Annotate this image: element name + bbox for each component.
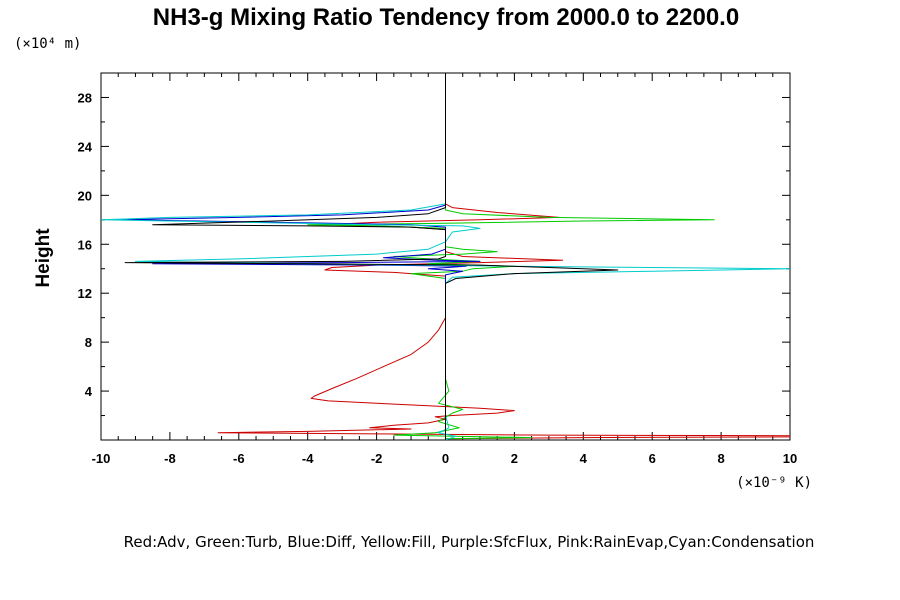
legend-caption: Red:Adv, Green:Turb, Blue:Diff, Yellow:F… [124,533,815,551]
x-tick-label: 6 [649,451,656,466]
y-tick-label: 16 [78,237,92,252]
y-axis-unit: (×10⁴ m) [14,36,81,52]
x-tick-label: 2 [511,451,518,466]
series-line-adv [217,73,790,440]
x-axis-unit: (×10⁻⁹ K) [736,475,812,491]
y-tick-label: 20 [78,188,92,203]
y-axis-label: Height [33,228,54,288]
series-line-total [124,73,619,440]
x-tick-label: 8 [717,451,724,466]
x-tick-label: -10 [92,451,111,466]
x-tick-label: -6 [233,451,245,466]
x-tick-label: -2 [371,451,383,466]
y-tick-label: 4 [85,384,93,399]
series-line-turb [307,73,715,440]
x-tick-label: 0 [442,451,449,466]
chart-title: NH3-g Mixing Ratio Tendency from 2000.0 … [153,4,739,31]
y-tick-label: 28 [78,90,92,105]
y-tick-label: 8 [85,335,92,350]
y-tick-label: 12 [78,286,92,301]
y-tick-label: 24 [78,139,93,154]
series-line-diff [117,73,481,440]
x-tick-label: -4 [302,451,314,466]
x-tick-label: -8 [164,451,176,466]
x-tick-label: 10 [783,451,797,466]
x-tick-label: 4 [580,451,588,466]
